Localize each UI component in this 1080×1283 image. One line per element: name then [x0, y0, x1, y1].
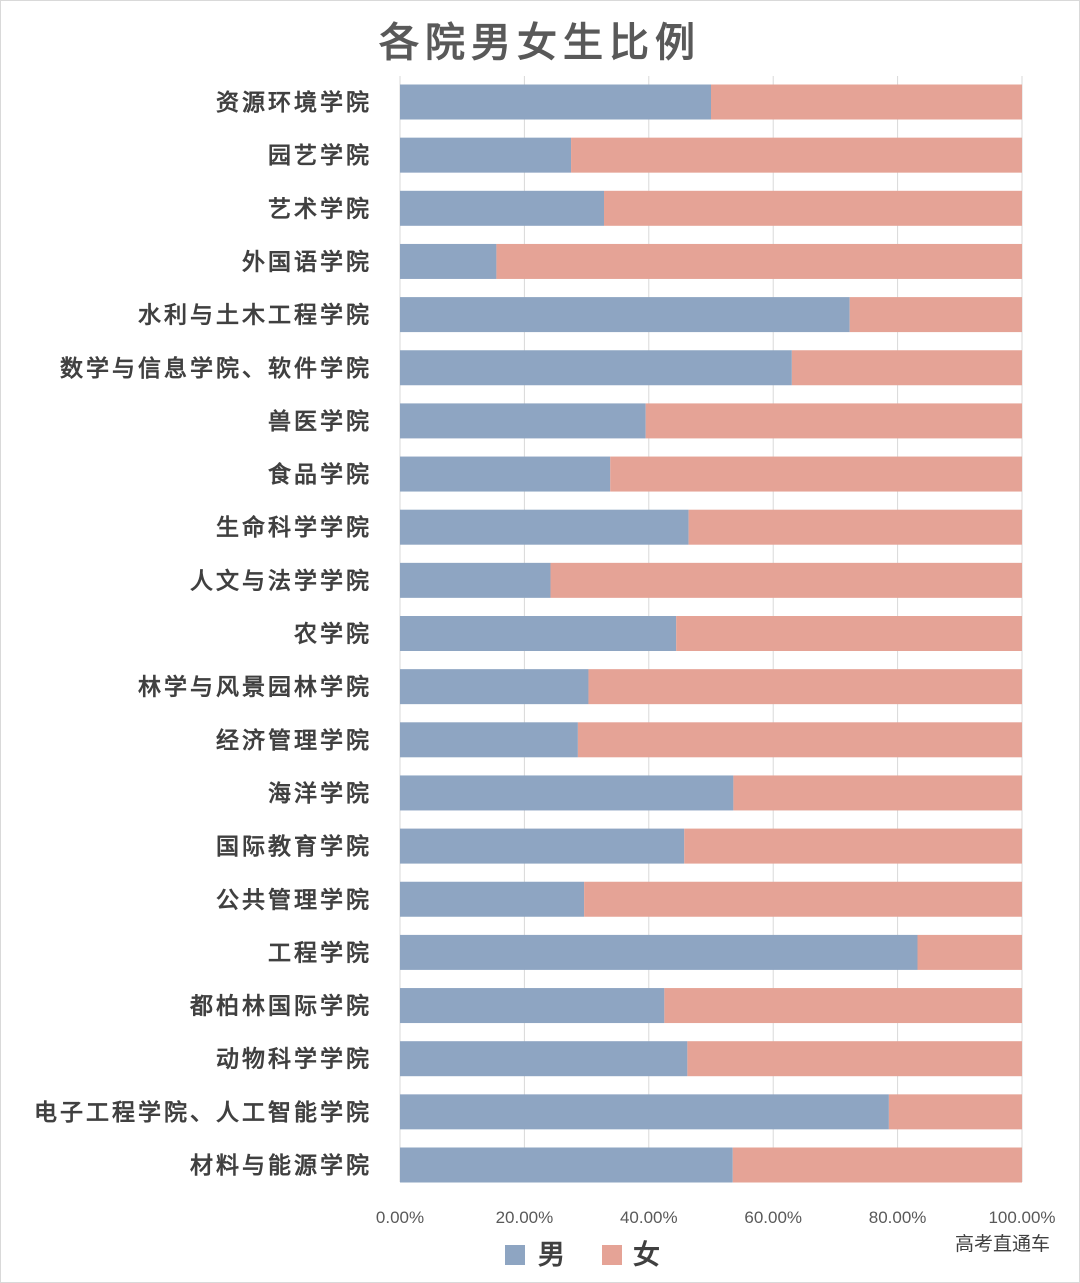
bar-male	[400, 243, 497, 279]
legend-swatch	[602, 1245, 622, 1265]
category-label: 水利与土木工程学院	[138, 302, 372, 329]
legend-swatch	[505, 1245, 525, 1265]
bar-female	[664, 988, 1022, 1024]
category-label: 兽医学院	[268, 408, 372, 435]
watermark-text: 高考直通车	[955, 1233, 1050, 1255]
bar-female	[684, 828, 1022, 864]
category-label: 电子工程学院、人工智能学院	[34, 1099, 372, 1126]
bar-female	[849, 297, 1022, 333]
category-label: 材料与能源学院	[190, 1152, 372, 1179]
bar-female	[917, 934, 1022, 970]
bar-male	[400, 350, 792, 386]
legend-label: 女	[633, 1239, 660, 1271]
category-label: 工程学院	[268, 939, 372, 966]
x-tick-label: 100.00%	[988, 1208, 1055, 1227]
bar-female	[732, 1147, 1022, 1183]
x-tick-label: 20.00%	[496, 1208, 554, 1227]
bar-female	[791, 350, 1022, 386]
bar-male	[400, 562, 551, 598]
category-label: 数学与信息学院、软件学院	[60, 355, 372, 382]
bar-female	[550, 562, 1022, 598]
bar-female	[496, 243, 1022, 279]
bar-male	[400, 1147, 733, 1183]
category-label: 生命科学学院	[216, 514, 372, 541]
category-labels: 资源环境学院园艺学院艺术学院外国语学院水利与土木工程学院数学与信息学院、软件学院…	[34, 89, 372, 1179]
bar-male	[400, 190, 605, 226]
category-label: 食品学院	[268, 461, 372, 488]
bar-male	[400, 456, 611, 492]
bar-male	[400, 297, 850, 333]
category-label: 林学与风景园林学院	[138, 674, 372, 701]
bar-male	[400, 988, 665, 1024]
bar-female	[688, 509, 1022, 545]
bar-male	[400, 722, 578, 758]
bar-female	[571, 137, 1022, 173]
category-label: 都柏林国际学院	[189, 993, 372, 1020]
bar-male	[400, 828, 685, 864]
bar-male	[400, 616, 677, 651]
bar-female	[711, 84, 1022, 120]
category-label: 外国语学院	[242, 248, 372, 275]
bar-male	[400, 403, 646, 439]
legend-label: 男	[538, 1240, 565, 1271]
bar-male	[400, 881, 585, 917]
bar-male	[400, 934, 918, 970]
category-label: 人文与法学学院	[190, 567, 372, 594]
category-label: 资源环境学院	[216, 89, 372, 116]
bar-female	[577, 722, 1022, 758]
bar-female	[588, 669, 1022, 705]
category-label: 艺术学院	[268, 195, 372, 222]
category-label: 国际教育学院	[216, 833, 372, 860]
bars	[400, 84, 1022, 1183]
x-axis-ticks: 0.00% 20.00% 40.00% 60.00% 80.00% 100.00%	[376, 1208, 1056, 1227]
x-tick-label: 60.00%	[744, 1208, 802, 1227]
x-tick-label: 0.00%	[376, 1208, 424, 1227]
bar-female	[604, 190, 1022, 226]
chart-title: 各院男女生比例	[379, 19, 701, 66]
bar-male	[400, 669, 589, 705]
bar-male	[400, 137, 572, 173]
x-tick-label: 80.00%	[869, 1208, 927, 1227]
bar-female	[610, 456, 1022, 492]
bar-female	[645, 403, 1022, 439]
bar-male	[400, 1041, 688, 1077]
bar-male	[400, 509, 689, 545]
category-label: 农学院	[293, 621, 372, 648]
legend: 男女	[505, 1239, 660, 1271]
bar-female	[888, 1094, 1022, 1130]
bar-male	[400, 84, 711, 120]
bar-female	[584, 881, 1022, 917]
bar-female	[687, 1041, 1022, 1077]
category-label: 园艺学院	[268, 142, 372, 169]
bar-male	[400, 1094, 889, 1130]
category-label: 动物科学学院	[216, 1046, 372, 1073]
x-tick-label: 40.00%	[620, 1208, 678, 1227]
category-label: 海洋学院	[268, 780, 372, 807]
category-label: 经济管理学院	[216, 727, 372, 754]
bar-female	[676, 616, 1022, 651]
bar-female	[733, 775, 1022, 811]
category-label: 公共管理学院	[216, 886, 372, 913]
bar-male	[400, 775, 734, 811]
